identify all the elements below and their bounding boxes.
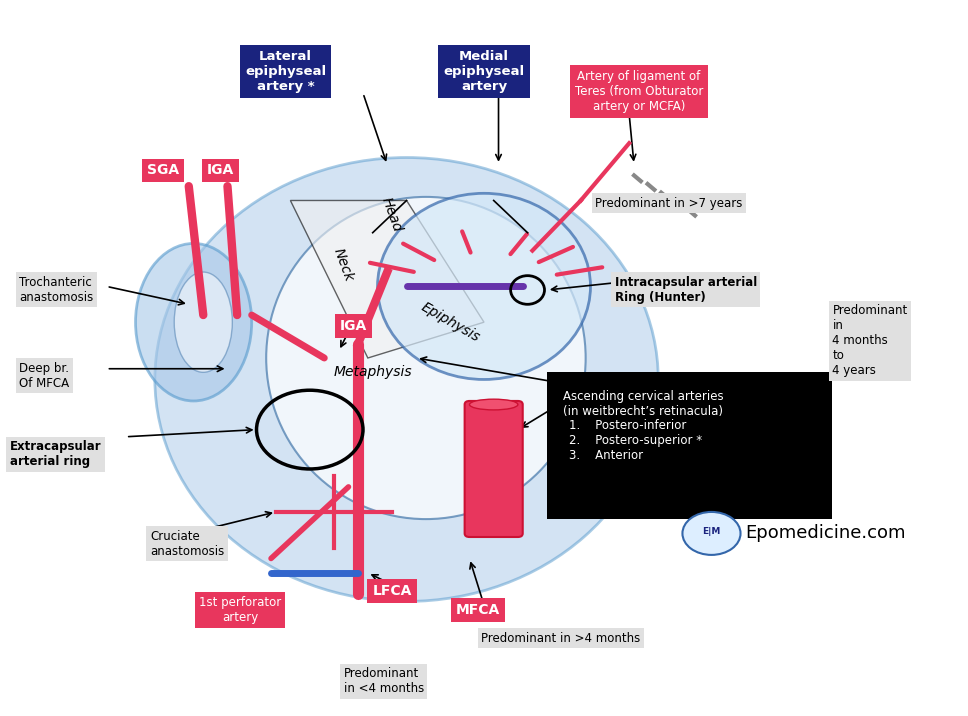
Ellipse shape	[469, 400, 518, 410]
Text: Cruciate
anastomosis: Cruciate anastomosis	[150, 530, 225, 558]
Ellipse shape	[155, 158, 658, 601]
Text: Lateral
epiphyseal
artery *: Lateral epiphyseal artery *	[245, 50, 326, 93]
Text: Femoral artery &
Deep (Profunda)
femoral artery: Femoral artery & Deep (Profunda) femoral…	[560, 374, 660, 417]
Text: IGA: IGA	[340, 319, 367, 333]
Text: Epomedicine.com: Epomedicine.com	[745, 524, 906, 543]
Text: Medial
epiphyseal
artery: Medial epiphyseal artery	[443, 50, 525, 93]
Text: Epiphysis: Epiphysis	[418, 300, 482, 344]
Text: Artery of ligament of
Teres (from Obturator
artery or MCFA): Artery of ligament of Teres (from Obtura…	[575, 70, 703, 113]
Text: SGA: SGA	[146, 163, 179, 178]
FancyBboxPatch shape	[547, 372, 832, 519]
Text: 1.    Postero-inferior
2.    Postero-superior *
3.    Anterior: 1. Postero-inferior 2. Postero-superior …	[569, 419, 703, 462]
Text: Metaphysis: Metaphysis	[333, 365, 412, 379]
Text: 1st perforator
artery: 1st perforator artery	[199, 596, 281, 624]
Text: Trochanteric
anastomosis: Trochanteric anastomosis	[19, 276, 94, 304]
Text: Head: Head	[379, 195, 405, 234]
Text: LFCA: LFCA	[373, 584, 411, 598]
Ellipse shape	[378, 193, 590, 379]
Ellipse shape	[136, 243, 252, 401]
Text: Predominant
in
4 months
to
4 years: Predominant in 4 months to 4 years	[832, 304, 908, 377]
Text: Ascending cervical arteries
(in weitbrecht’s retinacula): Ascending cervical arteries (in weitbrec…	[563, 390, 724, 418]
Text: Neck: Neck	[331, 246, 356, 284]
Text: E|M: E|M	[703, 527, 720, 536]
Text: Predominant in >7 years: Predominant in >7 years	[595, 197, 742, 210]
Text: MFCA: MFCA	[456, 603, 500, 617]
Ellipse shape	[174, 272, 232, 372]
Ellipse shape	[266, 197, 586, 519]
Circle shape	[682, 512, 741, 555]
Text: Predominant in >4 months: Predominant in >4 months	[481, 632, 641, 644]
Text: IGA: IGA	[207, 163, 234, 178]
Polygon shape	[290, 200, 484, 358]
Text: Predominant
in <4 months: Predominant in <4 months	[344, 667, 424, 695]
Text: Deep br.
Of MFCA: Deep br. Of MFCA	[19, 362, 70, 390]
FancyBboxPatch shape	[465, 401, 523, 537]
Text: Intracapsular arterial
Ring (Hunter): Intracapsular arterial Ring (Hunter)	[615, 276, 757, 304]
Text: Extracapsular
arterial ring: Extracapsular arterial ring	[10, 440, 102, 468]
